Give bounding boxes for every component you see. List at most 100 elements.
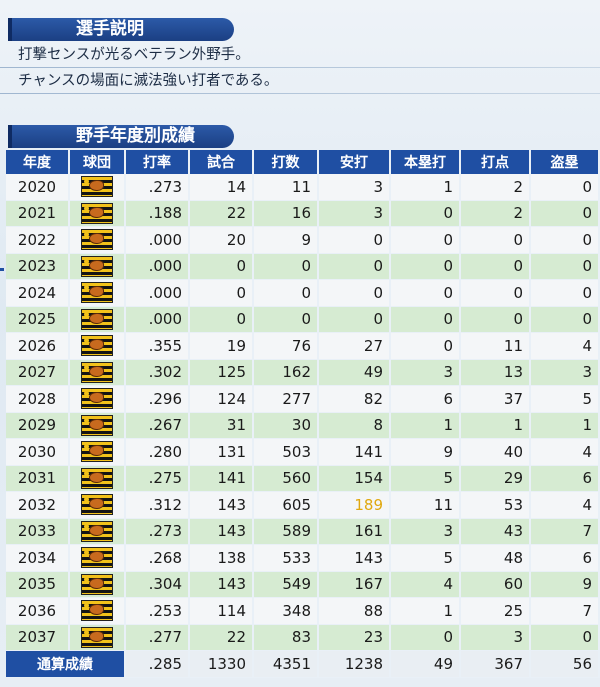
stolen-bases-cell: 0 [531, 306, 600, 333]
rbi-cell: 37 [461, 386, 531, 413]
team-cell [70, 598, 126, 625]
hits-cell: 0 [319, 280, 391, 307]
total-at-bats: 4351 [254, 651, 319, 678]
tigers-logo-icon [81, 520, 113, 542]
home-runs-cell: 1 [391, 174, 461, 201]
stolen-bases-cell: 0 [531, 280, 600, 307]
avg-cell: .268 [126, 545, 190, 572]
year-cell: 2027 [6, 359, 70, 386]
team-cell [70, 227, 126, 254]
avg-cell: .267 [126, 412, 190, 439]
column-header-rbi: 打点 [461, 150, 531, 174]
rbi-cell: 53 [461, 492, 531, 519]
avg-cell: .273 [126, 174, 190, 201]
avg-cell: .253 [126, 598, 190, 625]
table-row: 2032 .312 143 605 189 11 53 4 [6, 492, 600, 519]
home-runs-cell: 5 [391, 545, 461, 572]
hits-cell: 88 [319, 598, 391, 625]
year-cell: 2030 [6, 439, 70, 466]
tigers-logo-icon [81, 626, 113, 648]
tigers-logo-icon [81, 335, 113, 357]
avg-cell: .280 [126, 439, 190, 466]
table-row: 2035 .304 143 549 167 4 60 9 [6, 571, 600, 598]
rbi-cell: 13 [461, 359, 531, 386]
table-header-row: 年度 球団 打率 試合 打数 安打 本塁打 打点 盗塁 [6, 150, 600, 174]
stolen-bases-cell: 6 [531, 465, 600, 492]
at-bats-cell: 30 [254, 412, 319, 439]
total-stolen-bases: 56 [531, 651, 600, 678]
year-cell: 2029 [6, 412, 70, 439]
team-cell [70, 518, 126, 545]
hits-cell: 167 [319, 571, 391, 598]
stolen-bases-cell: 3 [531, 359, 600, 386]
hits-cell: 8 [319, 412, 391, 439]
column-header-avg: 打率 [126, 150, 190, 174]
stolen-bases-cell: 0 [531, 227, 600, 254]
hits-cell: 0 [319, 227, 391, 254]
tigers-logo-icon [81, 600, 113, 622]
games-cell: 0 [190, 253, 254, 280]
home-runs-cell: 0 [391, 280, 461, 307]
column-header-home-runs: 本塁打 [391, 150, 461, 174]
games-cell: 22 [190, 624, 254, 651]
home-runs-cell: 4 [391, 571, 461, 598]
table-row: 2030 .280 131 503 141 9 40 4 [6, 439, 600, 466]
team-cell [70, 200, 126, 227]
column-header-team: 球団 [70, 150, 126, 174]
rbi-cell: 11 [461, 333, 531, 360]
games-cell: 131 [190, 439, 254, 466]
team-cell [70, 545, 126, 572]
at-bats-cell: 560 [254, 465, 319, 492]
games-cell: 14 [190, 174, 254, 201]
games-cell: 125 [190, 359, 254, 386]
avg-cell: .312 [126, 492, 190, 519]
table-row: 2034 .268 138 533 143 5 48 6 [6, 545, 600, 572]
tigers-logo-icon [81, 414, 113, 436]
table-row: 2036 .253 114 348 88 1 25 7 [6, 598, 600, 625]
column-header-games: 試合 [190, 150, 254, 174]
team-cell [70, 280, 126, 307]
team-cell [70, 306, 126, 333]
at-bats-cell: 348 [254, 598, 319, 625]
tigers-logo-icon [81, 308, 113, 330]
avg-cell: .000 [126, 253, 190, 280]
at-bats-cell: 549 [254, 571, 319, 598]
stolen-bases-cell: 1 [531, 412, 600, 439]
stolen-bases-cell: 5 [531, 386, 600, 413]
games-cell: 0 [190, 306, 254, 333]
avg-cell: .275 [126, 465, 190, 492]
team-cell [70, 386, 126, 413]
games-cell: 31 [190, 412, 254, 439]
team-cell [70, 174, 126, 201]
home-runs-cell: 11 [391, 492, 461, 519]
stolen-bases-cell: 0 [531, 253, 600, 280]
at-bats-cell: 83 [254, 624, 319, 651]
games-cell: 20 [190, 227, 254, 254]
tigers-logo-icon [81, 202, 113, 224]
team-cell [70, 492, 126, 519]
year-cell: 2033 [6, 518, 70, 545]
year-cell: 2031 [6, 465, 70, 492]
rbi-cell: 43 [461, 518, 531, 545]
at-bats-cell: 11 [254, 174, 319, 201]
at-bats-cell: 533 [254, 545, 319, 572]
home-runs-cell: 0 [391, 227, 461, 254]
hits-cell: 3 [319, 174, 391, 201]
total-home-runs: 49 [391, 651, 461, 678]
games-cell: 22 [190, 200, 254, 227]
rbi-cell: 48 [461, 545, 531, 572]
tigers-logo-icon [81, 547, 113, 569]
hits-cell: 0 [319, 306, 391, 333]
team-cell [70, 412, 126, 439]
at-bats-cell: 0 [254, 306, 319, 333]
home-runs-cell: 3 [391, 359, 461, 386]
at-bats-cell: 9 [254, 227, 319, 254]
games-cell: 19 [190, 333, 254, 360]
year-cell: 2037 [6, 624, 70, 651]
table-row: 2027.302 125 162 49 3 13 3 [6, 359, 600, 386]
avg-cell: .304 [126, 571, 190, 598]
at-bats-cell: 76 [254, 333, 319, 360]
at-bats-cell: 0 [254, 253, 319, 280]
hits-cell: 27 [319, 333, 391, 360]
tigers-logo-icon [81, 467, 113, 489]
